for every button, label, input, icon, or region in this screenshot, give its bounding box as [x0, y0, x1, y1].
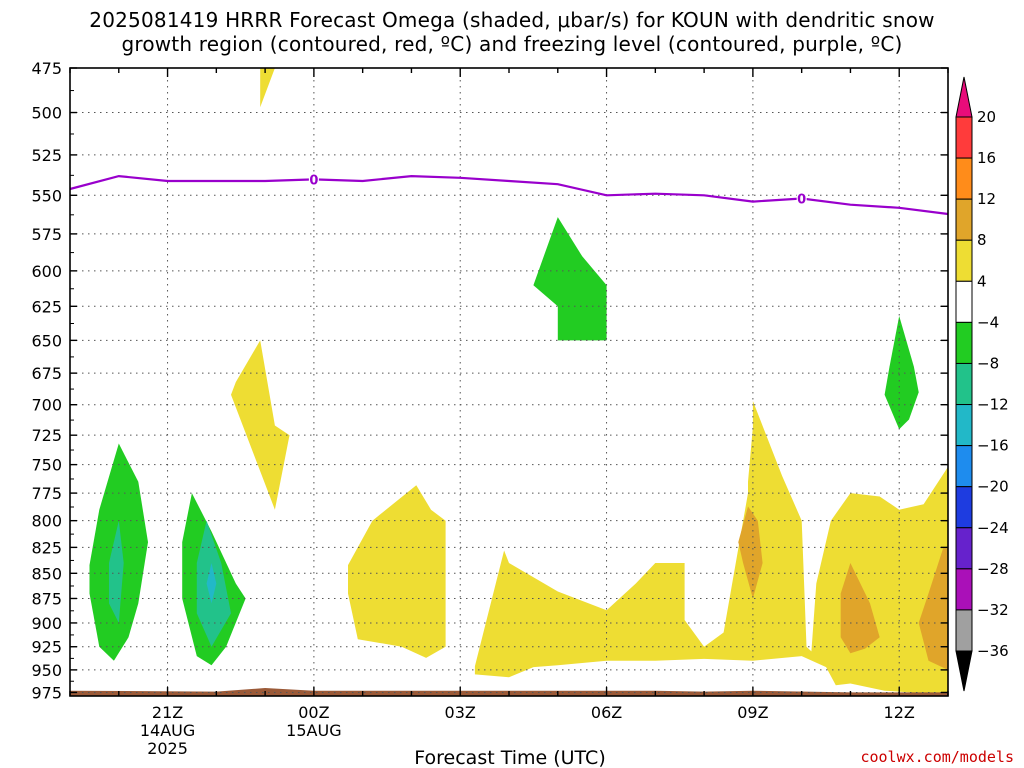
freezing-level-label-1: 0	[797, 192, 806, 207]
colorbar-segment-10	[955, 527, 973, 570]
colorbar-segment-5	[955, 321, 973, 364]
colorbar-label-11: −28	[977, 560, 1009, 578]
colorbar-label-9: −20	[977, 478, 1009, 496]
colorbar-label-5: −4	[977, 313, 999, 331]
x-axis-title: Forecast Time (UTC)	[414, 747, 605, 768]
x-tick-label-0-0: 21Z	[152, 703, 183, 722]
colorbar-top-arrow	[955, 76, 973, 118]
colorbar-label-6: −8	[977, 354, 999, 372]
omega-region-12	[533, 217, 607, 341]
y-tick-label-2: 525	[31, 146, 62, 165]
omega-region-3	[474, 401, 948, 694]
y-tick-label-11: 750	[31, 456, 62, 475]
y-tick-label-18: 925	[31, 638, 62, 657]
colorbar-bottom-arrow	[955, 650, 973, 692]
colorbar-segment-7	[955, 404, 973, 447]
freezing-level-label-bg-0	[308, 172, 319, 187]
x-tick-label-0-2: 2025	[147, 739, 188, 758]
x-tick-label-0-1: 14AUG	[140, 721, 195, 740]
y-tick-label-19: 950	[31, 661, 62, 680]
x-tick-label-5-0: 12Z	[884, 703, 915, 722]
x-tick-label-2-0: 03Z	[445, 703, 476, 722]
colorbar-label-3: 8	[977, 231, 987, 249]
credit-text: coolwx.com/models	[860, 748, 1014, 766]
omega-region-5	[840, 563, 880, 654]
colorbar-segment-4	[955, 280, 973, 323]
colorbar-segment-0	[955, 116, 973, 159]
omega-colorbar: 20 16 12 8 4 −4 −8 −12 −16 −20 −24 −28 −32 −36	[955, 76, 1009, 692]
omega-region-2	[348, 485, 446, 658]
colorbar-label-7: −12	[977, 396, 1009, 414]
omega-region-13	[884, 316, 919, 430]
colorbar-label-8: −16	[977, 437, 1009, 455]
y-tick-label-12: 775	[31, 484, 62, 503]
omega-region-1	[231, 340, 290, 510]
omega-region-11	[206, 563, 217, 604]
y-tick-label-9: 700	[31, 396, 62, 415]
colorbar-segment-2	[955, 198, 973, 241]
colorbar-label-12: −32	[977, 601, 1009, 619]
x-tick-label-4-0: 09Z	[737, 703, 768, 722]
y-tick-label-15: 850	[31, 564, 62, 583]
y-tick-label-17: 900	[31, 614, 62, 633]
y-tick-label-1: 500	[31, 104, 62, 123]
colorbar-label-4: 4	[977, 272, 987, 290]
omega-region-0	[260, 68, 275, 108]
chart-title-line-2: growth region (contoured, red, ºC) and f…	[121, 32, 903, 56]
plot-axes: 475 500 525 550 575 600 625 650 675 700 725 750 775 8…	[31, 59, 949, 758]
y-tick-label-14: 825	[31, 538, 62, 557]
colorbar-segment-11	[955, 568, 973, 611]
colorbar-segment-6	[955, 362, 973, 406]
x-tick-label-1-1: 15AUG	[286, 721, 341, 740]
y-tick-label-0: 475	[31, 59, 62, 78]
colorbar-segment-12	[955, 609, 973, 652]
y-tick-label-8: 675	[31, 364, 62, 383]
y-tick-label-20: 975	[31, 683, 62, 702]
omega-region-4	[738, 506, 763, 599]
y-tick-label-6: 625	[31, 297, 62, 316]
y-tick-label-16: 875	[31, 589, 62, 608]
x-tick-label-3-0: 06Z	[591, 703, 622, 722]
colorbar-label-2: 12	[977, 190, 996, 208]
omega-shaded-regions	[89, 68, 948, 694]
chart-title: 2025081419 HRRR Forecast Omega (shaded, …	[0, 8, 1024, 56]
y-tick-label-13: 800	[31, 512, 62, 531]
y-tick-label-3: 550	[31, 186, 62, 205]
colorbar-segment-3	[955, 239, 973, 282]
colorbar-segment-9	[955, 486, 973, 529]
x-tick-label-1-0: 00Z	[298, 703, 329, 722]
freezing-level-label-0: 0	[309, 173, 318, 188]
omega-region-9	[109, 520, 124, 623]
freezing-level-label-bg-1	[796, 191, 807, 206]
y-tick-label-10: 725	[31, 426, 62, 445]
colorbar-segment-1	[955, 157, 973, 200]
omega-region-6	[918, 548, 948, 670]
colorbar-segment-8	[955, 445, 973, 488]
y-tick-label-4: 575	[31, 225, 62, 244]
colorbar-label-1: 16	[977, 149, 996, 167]
colorbar-label-0: 20	[977, 108, 996, 126]
y-tick-label-7: 650	[31, 331, 62, 350]
freezing-level-contour: 00	[69, 172, 949, 216]
colorbar-label-13: −36	[977, 642, 1009, 660]
colorbar-label-10: −24	[977, 519, 1009, 537]
chart-title-line-1: 2025081419 HRRR Forecast Omega (shaded, …	[89, 8, 935, 32]
y-tick-label-5: 600	[31, 262, 62, 281]
